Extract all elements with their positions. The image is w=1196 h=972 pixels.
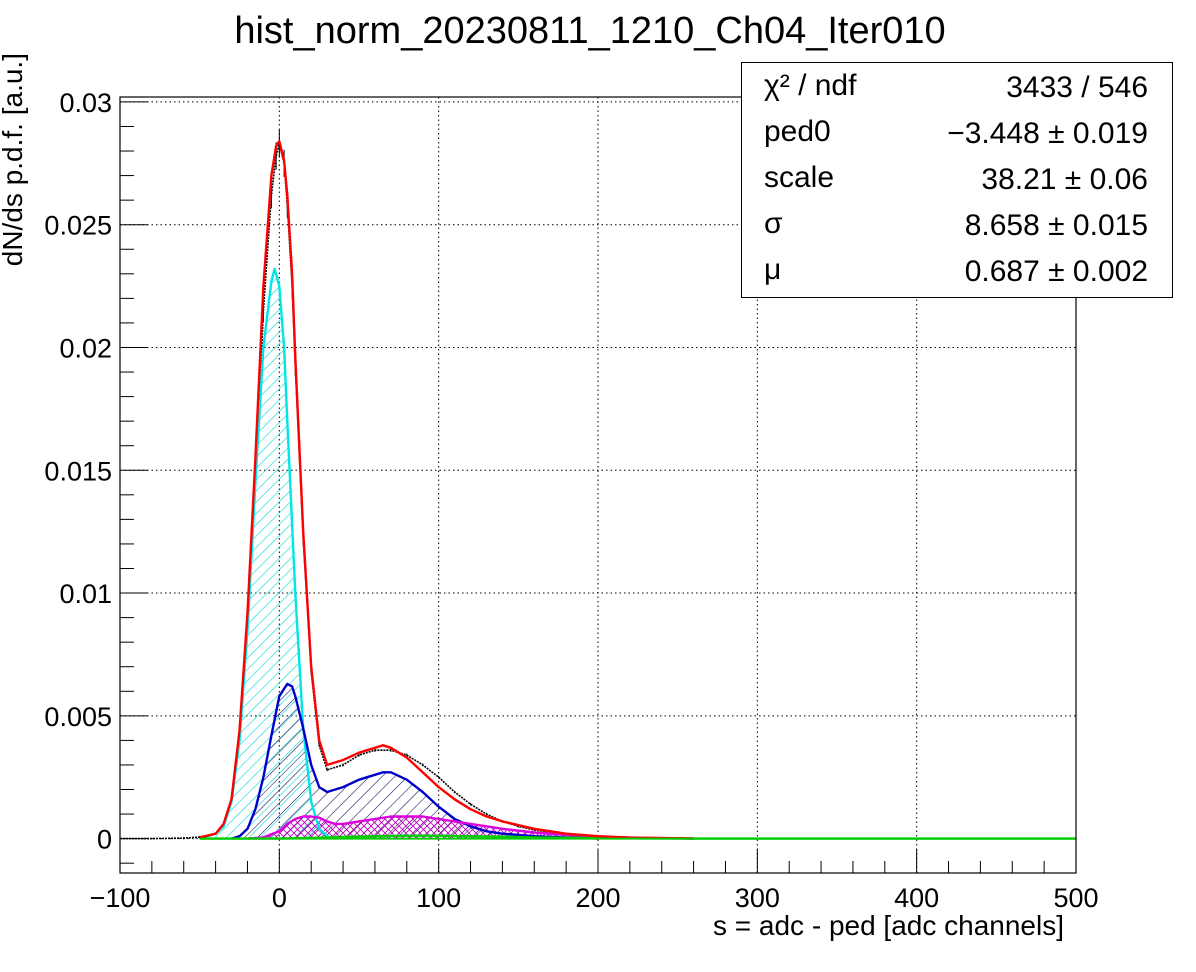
stat-key: σ [764, 207, 783, 240]
stat-row: μ 0.687 ± 0.002 [742, 249, 1172, 295]
y-axis-label: dN/ds p.d.f. [a.u.] [0, 53, 28, 267]
series-line-4 [247, 815, 694, 840]
stat-row: scale 38.21 ± 0.06 [742, 157, 1172, 203]
data-histogram [120, 143, 694, 840]
stat-value: 38.21 ± 0.06 [981, 163, 1148, 196]
stat-row: ped0 −3.448 ± 0.019 [742, 111, 1172, 157]
stat-value: −3.448 ± 0.019 [947, 117, 1148, 150]
stat-value: 0.687 ± 0.002 [964, 255, 1148, 288]
series-fill-3 [231, 683, 598, 839]
stat-key: scale [764, 161, 835, 194]
x-tick-label: −100 [90, 883, 151, 913]
stat-row: σ 8.658 ± 0.015 [742, 203, 1172, 249]
y-tick-label: 0.005 [44, 702, 112, 732]
stat-value: 8.658 ± 0.015 [964, 209, 1148, 242]
y-tick-label: 0.03 [59, 88, 112, 118]
x-tick-label: 100 [416, 883, 461, 913]
series-fills [199, 268, 694, 839]
y-tick-label: 0.015 [44, 456, 112, 486]
series-line-1 [199, 140, 694, 840]
series-line-3 [231, 682, 599, 840]
x-tick-label: 300 [735, 883, 780, 913]
y-tick-label: 0.02 [59, 333, 112, 363]
stat-key: μ [764, 253, 782, 286]
y-tick-label: 0.025 [44, 211, 112, 241]
axes: −100 0 100 200 300 400 500 0 0.005 0.01 0.015 0.02 0… [44, 88, 1098, 913]
y-tick-label: 0 [97, 825, 112, 855]
x-tick-label: 0 [272, 883, 287, 913]
x-tick-label: 200 [575, 883, 620, 913]
stat-value: 3433 / 546 [1006, 71, 1148, 104]
series-lines [120, 129, 1076, 840]
x-axis-label: s = adc - ped [adc channels] [713, 910, 1064, 941]
y-tick-label: 0.01 [59, 579, 112, 609]
fit-stats-box: χ² / ndf 3433 / 546 ped0 −3.448 ± 0.019 … [741, 62, 1173, 298]
stat-row: χ² / ndf 3433 / 546 [742, 65, 1172, 111]
x-tick-label: 400 [894, 883, 939, 913]
chart-title: hist_norm_20230811_1210_Ch04_Iter010 [234, 10, 946, 52]
stat-key: ped0 [764, 115, 831, 148]
stat-key: χ² / ndf [764, 69, 857, 102]
x-tick-label: 500 [1053, 883, 1098, 913]
